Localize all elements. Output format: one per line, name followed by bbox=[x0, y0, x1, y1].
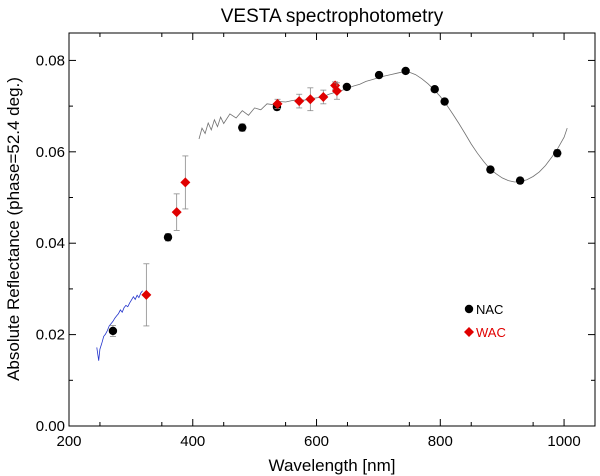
x-tick-label: 600 bbox=[304, 433, 329, 450]
vis-spectrum-line bbox=[198, 71, 568, 183]
wac-point bbox=[305, 94, 316, 105]
x-tick-label: 1000 bbox=[547, 433, 580, 450]
chart-title: VESTA spectrophotometry bbox=[221, 6, 444, 27]
legend-wac-marker bbox=[464, 327, 474, 337]
wac-point bbox=[272, 98, 283, 109]
nac-point bbox=[401, 66, 410, 76]
wac-point bbox=[318, 91, 329, 102]
nac-point bbox=[515, 176, 525, 185]
axis-ticks: 200 400 600 800 1000 0.00 0.02 0.04 0.06 0.08 bbox=[36, 33, 595, 450]
x-tick-label: 200 bbox=[56, 433, 81, 450]
x-tick-label: 800 bbox=[428, 433, 453, 450]
nac-point bbox=[486, 165, 495, 174]
legend-nac-label: NAC bbox=[476, 302, 503, 317]
legend: NAC WAC bbox=[464, 302, 506, 340]
legend-nac-marker bbox=[464, 304, 474, 314]
wac-point bbox=[294, 96, 305, 107]
y-axis-label: Absolute Reflectance (phase=52.4 deg.) bbox=[4, 77, 23, 381]
wac-point bbox=[331, 86, 342, 97]
x-axis-label: Wavelength [nm] bbox=[269, 456, 396, 475]
y-tick-label: 0.04 bbox=[36, 235, 65, 252]
nac-point bbox=[163, 233, 173, 242]
wac-point bbox=[180, 177, 191, 188]
uv-spectrum-line bbox=[96, 290, 143, 361]
nac-point bbox=[430, 85, 439, 94]
y-tick-label: 0.08 bbox=[36, 52, 65, 69]
legend-wac-label: WAC bbox=[476, 325, 506, 340]
nac-point bbox=[238, 123, 247, 132]
y-tick-label: 0.02 bbox=[36, 327, 65, 344]
y-tick-label: 0.00 bbox=[36, 418, 65, 435]
wac-point bbox=[171, 207, 182, 218]
spectra-lines bbox=[96, 71, 568, 361]
nac-point bbox=[342, 82, 352, 92]
data-markers bbox=[108, 66, 562, 337]
nac-point bbox=[553, 148, 562, 158]
nac-point bbox=[440, 97, 449, 106]
nac-point bbox=[374, 70, 384, 80]
y-tick-label: 0.06 bbox=[36, 144, 65, 161]
nac-point bbox=[108, 326, 118, 336]
wac-point bbox=[141, 289, 152, 300]
plot-area bbox=[68, 32, 596, 427]
x-tick-label: 400 bbox=[180, 433, 205, 450]
